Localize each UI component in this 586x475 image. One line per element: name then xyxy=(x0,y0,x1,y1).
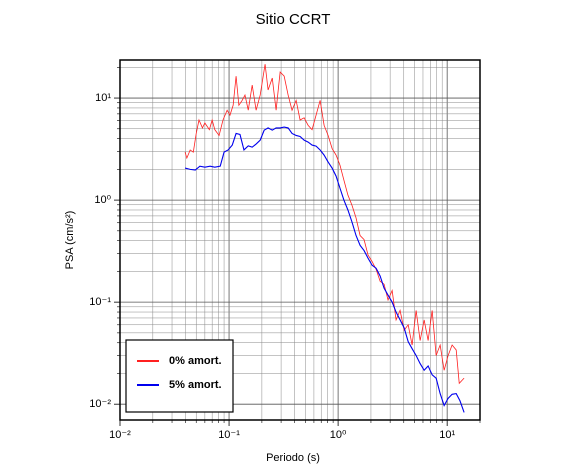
legend-box xyxy=(125,339,234,413)
x-axis-label: Periodo (s) xyxy=(266,452,320,464)
y-tick-label: 10⁰ xyxy=(94,194,111,206)
legend-label: 5% amort. xyxy=(169,379,222,391)
x-tick-label: 10⁻¹ xyxy=(218,429,240,441)
y-axis-label: PSA (cm/s²) xyxy=(64,211,76,270)
plot-frame xyxy=(119,59,481,421)
data-line xyxy=(184,64,465,385)
x-tick-label: 10⁻² xyxy=(109,429,131,441)
y-tick-label: 10⁻² xyxy=(89,398,111,410)
x-tick-label: 10⁰ xyxy=(330,429,347,441)
y-tick-label: 10¹ xyxy=(95,92,111,104)
y-tick-label: 10⁻¹ xyxy=(89,296,111,308)
x-tick-label: 10¹ xyxy=(439,429,455,441)
legend-label: 0% amort. xyxy=(169,355,222,367)
data-line xyxy=(184,126,465,413)
chart-title: Sitio CCRT xyxy=(256,11,331,28)
